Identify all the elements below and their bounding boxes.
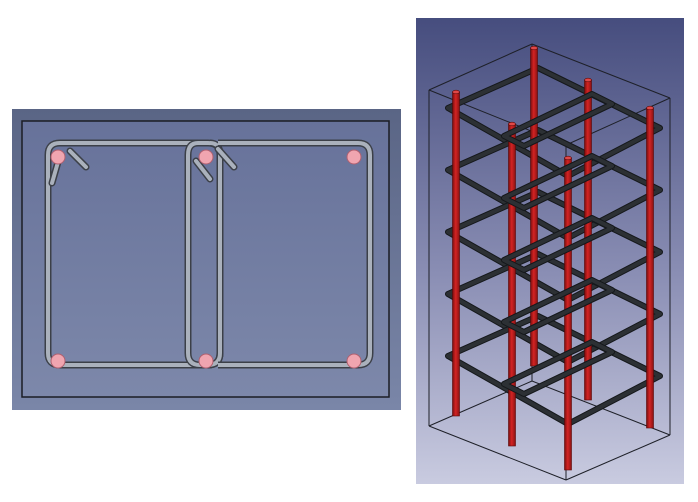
stirrup-inner-iso-highlight: [502, 92, 614, 148]
stirrup-iso-highlight: [446, 190, 662, 302]
isometric-view: [416, 18, 684, 484]
stirrup-inner-iso-highlight: [502, 216, 614, 272]
bar-bottom-right: [346, 353, 362, 369]
bar-cap: [508, 121, 516, 127]
block-edge: [428, 425, 567, 481]
longitudinal-bar: [452, 89, 460, 417]
stirrup-right-hook: [214, 145, 238, 171]
stirrup-inner-iso-highlight: [502, 278, 614, 334]
stirrup-inner-iso-highlight: [502, 154, 614, 210]
stirrup-iso-highlight: [446, 128, 662, 240]
block-edge: [531, 43, 671, 99]
stirrup-iso-highlight: [446, 314, 662, 426]
longitudinal-bar: [646, 105, 654, 429]
bar-cap: [452, 89, 460, 95]
isometric-background: [416, 18, 684, 484]
cross-section-canvas: [12, 109, 401, 410]
stirrup-right: [214, 139, 374, 369]
longitudinal-bar: [508, 121, 516, 447]
block-edge: [565, 434, 671, 481]
bar-top-left: [50, 149, 66, 165]
bar-bottom-middle: [198, 353, 214, 369]
bar-cap: [646, 105, 654, 111]
longitudinal-bars-section: [50, 149, 362, 369]
isometric-canvas: [416, 18, 684, 484]
stirrup-iso-highlight: [446, 252, 662, 364]
bar-shaft: [646, 107, 654, 429]
bar-top-right: [346, 149, 362, 165]
block-edge: [565, 97, 671, 146]
bar-cap: [584, 77, 592, 83]
stirrups-back: [445, 65, 663, 427]
stirrup-inner-iso-highlight: [502, 340, 614, 396]
bar-bottom-left: [50, 353, 66, 369]
cross-section-view: [12, 109, 401, 410]
bar-shaft: [508, 123, 516, 447]
bar-shaft: [452, 91, 460, 417]
stirrups-front: [501, 91, 615, 397]
bar-cap: [564, 155, 572, 161]
bar-cap: [530, 45, 538, 51]
bar-top-middle: [198, 149, 214, 165]
block-edge: [428, 43, 533, 91]
stirrup-iso-highlight: [446, 66, 662, 178]
